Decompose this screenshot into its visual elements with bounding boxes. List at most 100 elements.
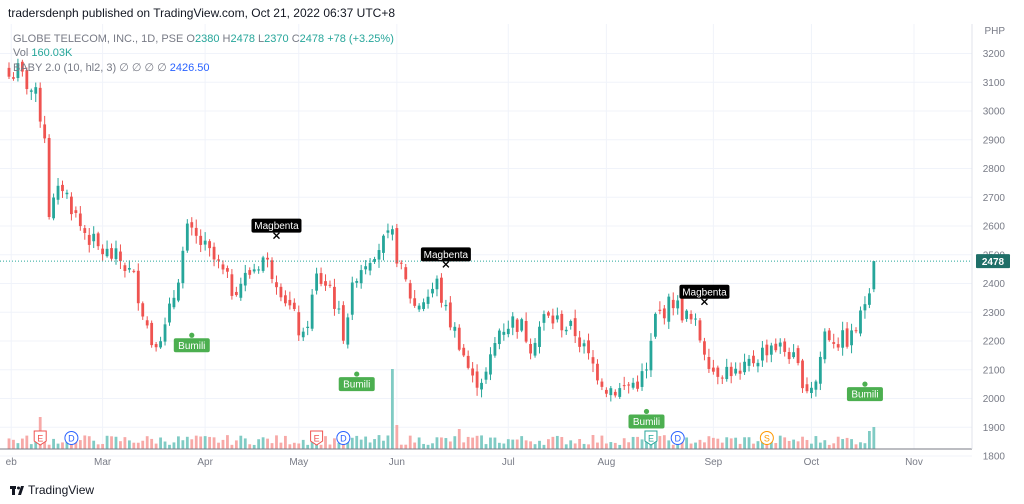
candle-body — [609, 388, 613, 396]
volume-bar — [506, 439, 510, 449]
volume-bar — [783, 437, 787, 449]
footer: TradingView — [0, 472, 1024, 504]
legend-volume-row: Vol 160.03K — [13, 47, 72, 59]
volume-bar — [96, 444, 100, 449]
volume-bar — [636, 436, 639, 449]
volume-bar — [395, 425, 399, 449]
candle-body — [270, 260, 274, 279]
volume-bar — [640, 439, 644, 449]
volume-bar — [221, 439, 225, 449]
y-tick-label: 3100 — [983, 78, 1006, 89]
candle-body — [551, 315, 555, 324]
candle-body — [283, 295, 287, 304]
volume-bar — [502, 443, 506, 449]
earnings-badge-icon — [33, 430, 47, 446]
tradingview-brand[interactable]: TradingView — [10, 483, 94, 497]
volume-bar — [801, 436, 804, 449]
y-tick-label: 2400 — [983, 279, 1006, 290]
volume-bar — [729, 438, 733, 449]
candle-body — [199, 235, 203, 245]
volume-bar — [596, 442, 599, 449]
volume-bar — [453, 436, 457, 449]
candle-body — [560, 313, 564, 331]
volume-bar — [248, 444, 252, 449]
volume-bar — [836, 436, 840, 449]
volume-bar — [515, 439, 519, 449]
candle-body — [524, 320, 528, 342]
volume-bar — [671, 444, 675, 449]
volume-bar — [163, 441, 167, 449]
candlestick-chart[interactable]: Magbenta Magbenta Magbenta Bumili Bumili Bumi… — [0, 24, 1024, 472]
candle-body — [261, 257, 265, 271]
candle-body — [533, 342, 537, 356]
volume-bar — [65, 438, 69, 449]
candle-body — [341, 305, 345, 341]
volume-bar — [319, 444, 323, 449]
candle-body — [70, 196, 73, 215]
candle-body — [105, 248, 109, 257]
candle-body — [738, 370, 742, 374]
volume-bar — [123, 437, 127, 449]
trade-marks: Magbenta Magbenta Magbenta Bumili Bumili Bumi… — [173, 218, 883, 429]
volume-bar — [190, 439, 194, 449]
candle-body — [538, 326, 541, 347]
candle-body — [377, 250, 381, 260]
volume-bar — [114, 436, 118, 449]
candle-body — [497, 330, 501, 345]
volume-bar — [703, 442, 706, 449]
volume-bar — [297, 443, 301, 449]
candle-body — [208, 241, 212, 249]
volume-bar — [261, 437, 265, 449]
candle-body — [221, 264, 225, 270]
candle-body — [613, 391, 617, 396]
candle-body — [765, 344, 769, 356]
axes: PHP3200310030002900280027002600250024002… — [0, 24, 1010, 468]
volume-bar — [177, 436, 180, 449]
sell-label-text: Magbenta — [682, 287, 727, 298]
candle-body — [212, 246, 216, 260]
candle-body — [596, 363, 599, 381]
candle-body — [96, 233, 100, 247]
volume-bar — [399, 444, 403, 449]
volume-bar — [818, 442, 822, 449]
sell-cross-icon — [273, 232, 280, 240]
candle-body — [333, 286, 336, 309]
candle-body — [444, 304, 448, 307]
candle-body — [141, 303, 145, 317]
volume-bar — [355, 435, 359, 449]
candle-body — [38, 87, 42, 122]
volume-bar — [324, 436, 327, 449]
volume-bar — [542, 444, 546, 449]
candle-body — [734, 368, 738, 374]
volume-bar — [212, 437, 216, 449]
volume-bar — [725, 437, 729, 449]
candle-body — [662, 308, 666, 319]
event-badge-letter: E — [37, 434, 43, 444]
candle-body — [506, 328, 510, 335]
candle-body — [43, 124, 47, 139]
grid-lines — [0, 24, 972, 457]
candle-body — [841, 330, 845, 348]
volume-bar — [43, 438, 47, 449]
candle-body — [194, 227, 198, 236]
legend-o-label: O — [186, 33, 195, 45]
y-tick-label: 2200 — [983, 337, 1006, 348]
volume-bar — [230, 444, 234, 449]
volume-bar — [29, 444, 33, 449]
volume-bar — [538, 440, 541, 449]
volume-bar — [466, 436, 470, 449]
volume-bar — [698, 439, 702, 449]
legend-indicator-empty-values: ∅ ∅ ∅ ∅ — [119, 62, 167, 74]
candle-body — [453, 326, 457, 331]
candle-body — [279, 286, 283, 298]
candle-body — [297, 312, 301, 336]
sell-cross-icon — [442, 260, 450, 268]
candle-body — [547, 312, 550, 316]
volume-bar — [444, 438, 448, 449]
candle-body — [163, 324, 167, 342]
candle-body — [658, 309, 662, 311]
buy-label-text: Bumili — [343, 380, 370, 391]
candle-body — [698, 320, 702, 341]
volume-bar — [854, 444, 858, 449]
volume-bar — [475, 435, 479, 449]
